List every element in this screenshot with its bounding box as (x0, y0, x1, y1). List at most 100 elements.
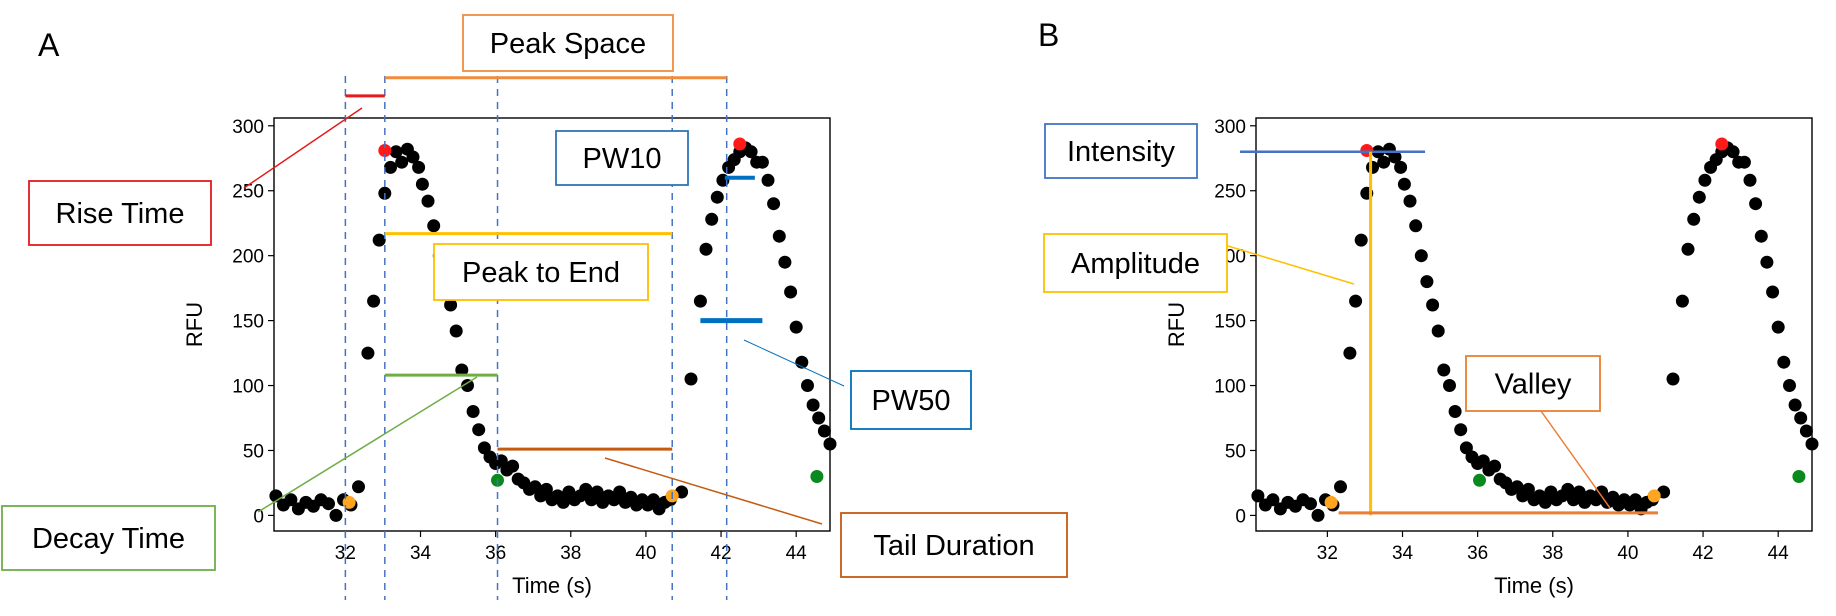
panel-a-data-point (806, 398, 820, 412)
panel-b-data-point (1799, 424, 1813, 438)
panel-a-data-point (789, 320, 803, 334)
panel-b-x-tick-label: 44 (1768, 543, 1790, 564)
panel-a-data-point (395, 155, 409, 169)
panel-b-data-point (1431, 324, 1445, 338)
panel-b-x-tick-label: 36 (1467, 543, 1488, 564)
rise-time-label: Rise Time (56, 198, 185, 230)
panel-b-data-point (1409, 219, 1423, 233)
panel-b-end-marker (1473, 473, 1486, 487)
panel-a-data-point (367, 294, 381, 308)
panel-b-data-point (1420, 275, 1434, 289)
panel-b-data-point (1521, 482, 1535, 496)
panel-a-data-point (784, 285, 798, 299)
panel-b-data-point (1777, 355, 1791, 369)
panel-b-data-point (1394, 160, 1408, 174)
panel-a-data-point (329, 508, 343, 522)
panel-a-x-tick-label: 42 (710, 543, 731, 564)
panel-b-data-point (1251, 489, 1265, 503)
tail-duration-label: Tail Duration (873, 530, 1034, 562)
panel-b-data-point (1675, 294, 1689, 308)
panel-a-data-point (705, 212, 719, 226)
panel-b-x-axis-label: Time (s) (1494, 573, 1574, 598)
panel-a-data-point (421, 194, 435, 208)
panel-b-data-point (1377, 155, 1391, 169)
pw10-box (555, 130, 689, 186)
panel-a-data-point (412, 160, 426, 174)
panel-b-data-point (1426, 298, 1440, 312)
panel-b-peak-marker (1715, 137, 1729, 151)
peak-to-end-label: Peak to End (462, 257, 620, 289)
panel-a-label: A (38, 27, 60, 63)
panel-a-x-tick-label: 36 (485, 543, 506, 564)
rise-time-leader (243, 107, 363, 189)
pw10-label: PW10 (583, 143, 662, 175)
panel-a: A 32 34 36 38 40 42 44 0 50 100 150 200 250 300 Time (… (1, 14, 1068, 600)
panel-a-x-tick-label: 44 (786, 543, 808, 564)
panel-a-data-point (699, 242, 713, 256)
panel-a-data-point (778, 255, 792, 269)
pw50-leader (743, 339, 845, 387)
amplitude-box (1043, 233, 1228, 293)
panel-b-data-point (1454, 423, 1468, 437)
panel-a-x-tick-label: 32 (335, 543, 356, 564)
panel-b-y-tick-label: 0 (1235, 506, 1246, 527)
peak-to-end-box (433, 243, 649, 301)
panel-b-data-point (1311, 508, 1325, 522)
panel-b-label: B (1038, 17, 1059, 53)
panel-a-data-point (455, 363, 469, 377)
panel-a-data-point (684, 372, 698, 386)
panel-b-data-point (1698, 173, 1712, 187)
panel-b-data-point (1595, 485, 1609, 499)
panel-a-data-point (710, 190, 724, 204)
panel-a-data-point (406, 150, 420, 164)
intensity-label: Intensity (1067, 136, 1175, 168)
pw50-label: PW50 (872, 385, 951, 417)
panel-b-data-point (1448, 405, 1462, 418)
panel-a-data-point (466, 405, 480, 418)
panel-b-data-point (1771, 320, 1785, 334)
panel-a-data-point (556, 495, 570, 509)
panel-b-data-point (1488, 459, 1502, 473)
panel-a-data-point (817, 424, 831, 438)
panel-a-data-point (693, 294, 707, 308)
panel-a-y-tick-label: 250 (232, 182, 264, 203)
panel-b-data-point (1538, 495, 1552, 509)
panel-a-data-point (415, 177, 429, 191)
panel-b-y-tick-label: 250 (1214, 182, 1246, 203)
panel-b-x-tick-label: 34 (1392, 543, 1414, 564)
panel-b-data-point (1572, 485, 1586, 499)
valley-box (1465, 355, 1601, 412)
panel-b-data-point (1334, 480, 1347, 494)
rise-time-box (28, 180, 212, 246)
panel-a-y-tick-label: 150 (232, 312, 264, 333)
panel-a-data-point (613, 485, 627, 499)
panel-b-x-tick-label: 38 (1542, 543, 1563, 564)
panel-a-plot-area: 32 34 36 38 40 42 44 0 50 100 150 200 250 300 Time (s)… (182, 117, 837, 598)
panel-b-data-point (1343, 346, 1357, 360)
panel-a-y-tick-label: 50 (243, 441, 264, 462)
peak-space-box (462, 14, 674, 72)
panel-b-data-point (1349, 294, 1363, 308)
panel-a-data-point (361, 346, 375, 360)
panel-a-data-point (427, 219, 441, 233)
panel-b-onset-marker (1324, 495, 1338, 509)
panel-b-data-point (1403, 194, 1417, 208)
panel-b-y-tick-label: 100 (1214, 377, 1246, 398)
panel-b-data-point (1304, 497, 1317, 511)
valley-label: Valley (1495, 369, 1572, 401)
panel-a-data-point (506, 459, 520, 473)
panel-a-peak-marker (733, 137, 747, 151)
panel-a-data-point (322, 497, 335, 511)
panel-a-data-point (772, 229, 786, 243)
tail-duration-leader (604, 457, 823, 525)
panel-b-x-tick-label: 32 (1317, 543, 1338, 564)
panel-a-data-point (372, 233, 386, 247)
panel-a-annotations: Rise Time Peak Space Peak to End Decay Time… (1, 14, 1068, 600)
panel-a-axes-frame (273, 117, 831, 532)
panel-a-x-tick-label: 34 (410, 543, 432, 564)
panel-b-data-point (1726, 145, 1740, 159)
panel-b-annotations: Intensity Amplitude Valley (1043, 123, 1658, 516)
panel-a-y-tick-label: 0 (253, 506, 264, 527)
